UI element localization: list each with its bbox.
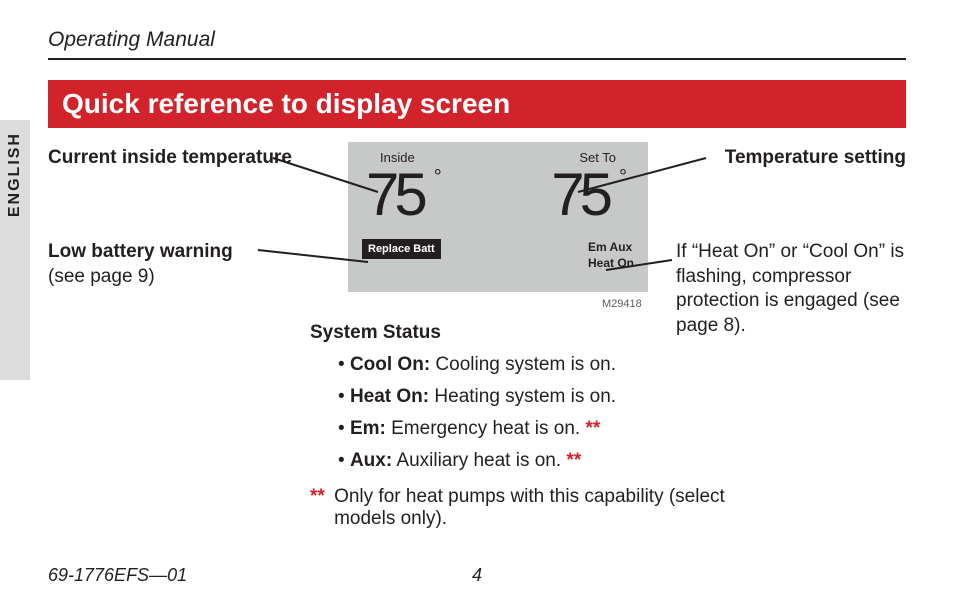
status-label: Heat On: <box>350 386 429 407</box>
status-desc: Heating system is on. <box>434 386 616 407</box>
status-desc: Auxiliary heat is on. <box>396 450 561 471</box>
lcd-status-row: Replace Batt Em Aux Heat On <box>362 239 634 271</box>
lcd-status-block: Em Aux Heat On <box>588 239 634 271</box>
status-label: Em: <box>350 418 386 439</box>
asterisk-marker: ** <box>310 486 325 507</box>
lcd-inside-temp: 75° <box>366 165 423 225</box>
list-item: • Cool On: Cooling system is on. <box>338 354 770 376</box>
manual-page: Operating Manual Quick reference to disp… <box>0 0 954 608</box>
list-item: • Em: Emergency heat is on. ** <box>338 418 770 440</box>
degree-icon: ° <box>619 167 622 187</box>
list-item: • Aux: Auxiliary heat is on. ** <box>338 450 770 472</box>
system-status-heading: System Status <box>310 322 770 344</box>
callout-low-battery-label: Low battery warning <box>48 241 233 262</box>
degree-icon: ° <box>434 167 437 187</box>
lcd-temp-row: 75° 75° <box>362 165 634 225</box>
lcd-status-line2: Heat On <box>588 255 634 271</box>
language-tab: ENGLISH <box>0 120 30 380</box>
content-area: Current inside temperature Temperature s… <box>48 150 906 570</box>
footnote: ** Only for heat pumps with this capabil… <box>310 486 770 530</box>
status-label: Aux: <box>350 450 392 471</box>
page-footer: 69-1776EFS—01 4 <box>48 565 906 586</box>
callout-low-battery: Low battery warning (see page 9) <box>48 240 233 289</box>
language-tab-label: ENGLISH <box>6 132 24 217</box>
system-status-list: • Cool On: Cooling system is on. • Heat … <box>310 354 770 472</box>
page-number: 4 <box>472 565 482 586</box>
lcd-inside-temp-value: 75 <box>366 161 423 228</box>
lcd-setto-temp-value: 75 <box>551 161 608 228</box>
status-desc: Emergency heat is on. <box>391 418 580 439</box>
callout-temp-setting-label: Temperature setting <box>725 147 906 168</box>
callout-inside-temp-label: Current inside temperature <box>48 147 292 168</box>
status-desc: Cooling system is on. <box>435 354 616 375</box>
manual-title: Operating Manual <box>48 28 906 60</box>
callout-temp-setting: Temperature setting <box>725 146 906 171</box>
lcd-status-line1: Em Aux <box>588 239 634 255</box>
lcd-display: Inside Set To 75° 75° Replace Batt Em Au… <box>348 142 648 292</box>
lcd-model-code: M29418 <box>602 298 642 310</box>
list-item: • Heat On: Heating system is on. <box>338 386 770 408</box>
footnote-text: Only for heat pumps with this capability… <box>334 486 734 530</box>
lcd-replace-batt: Replace Batt <box>362 239 441 259</box>
callout-inside-temp: Current inside temperature <box>48 146 292 171</box>
lcd-setto-temp: 75° <box>551 165 608 225</box>
status-label: Cool On: <box>350 354 430 375</box>
doc-code: 69-1776EFS—01 <box>48 565 187 586</box>
section-title-bar: Quick reference to display screen <box>48 80 906 128</box>
asterisk-marker: ** <box>585 418 600 439</box>
callout-low-battery-sub: (see page 9) <box>48 266 155 287</box>
asterisk-marker: ** <box>566 450 581 471</box>
system-status-section: System Status • Cool On: Cooling system … <box>310 322 770 530</box>
